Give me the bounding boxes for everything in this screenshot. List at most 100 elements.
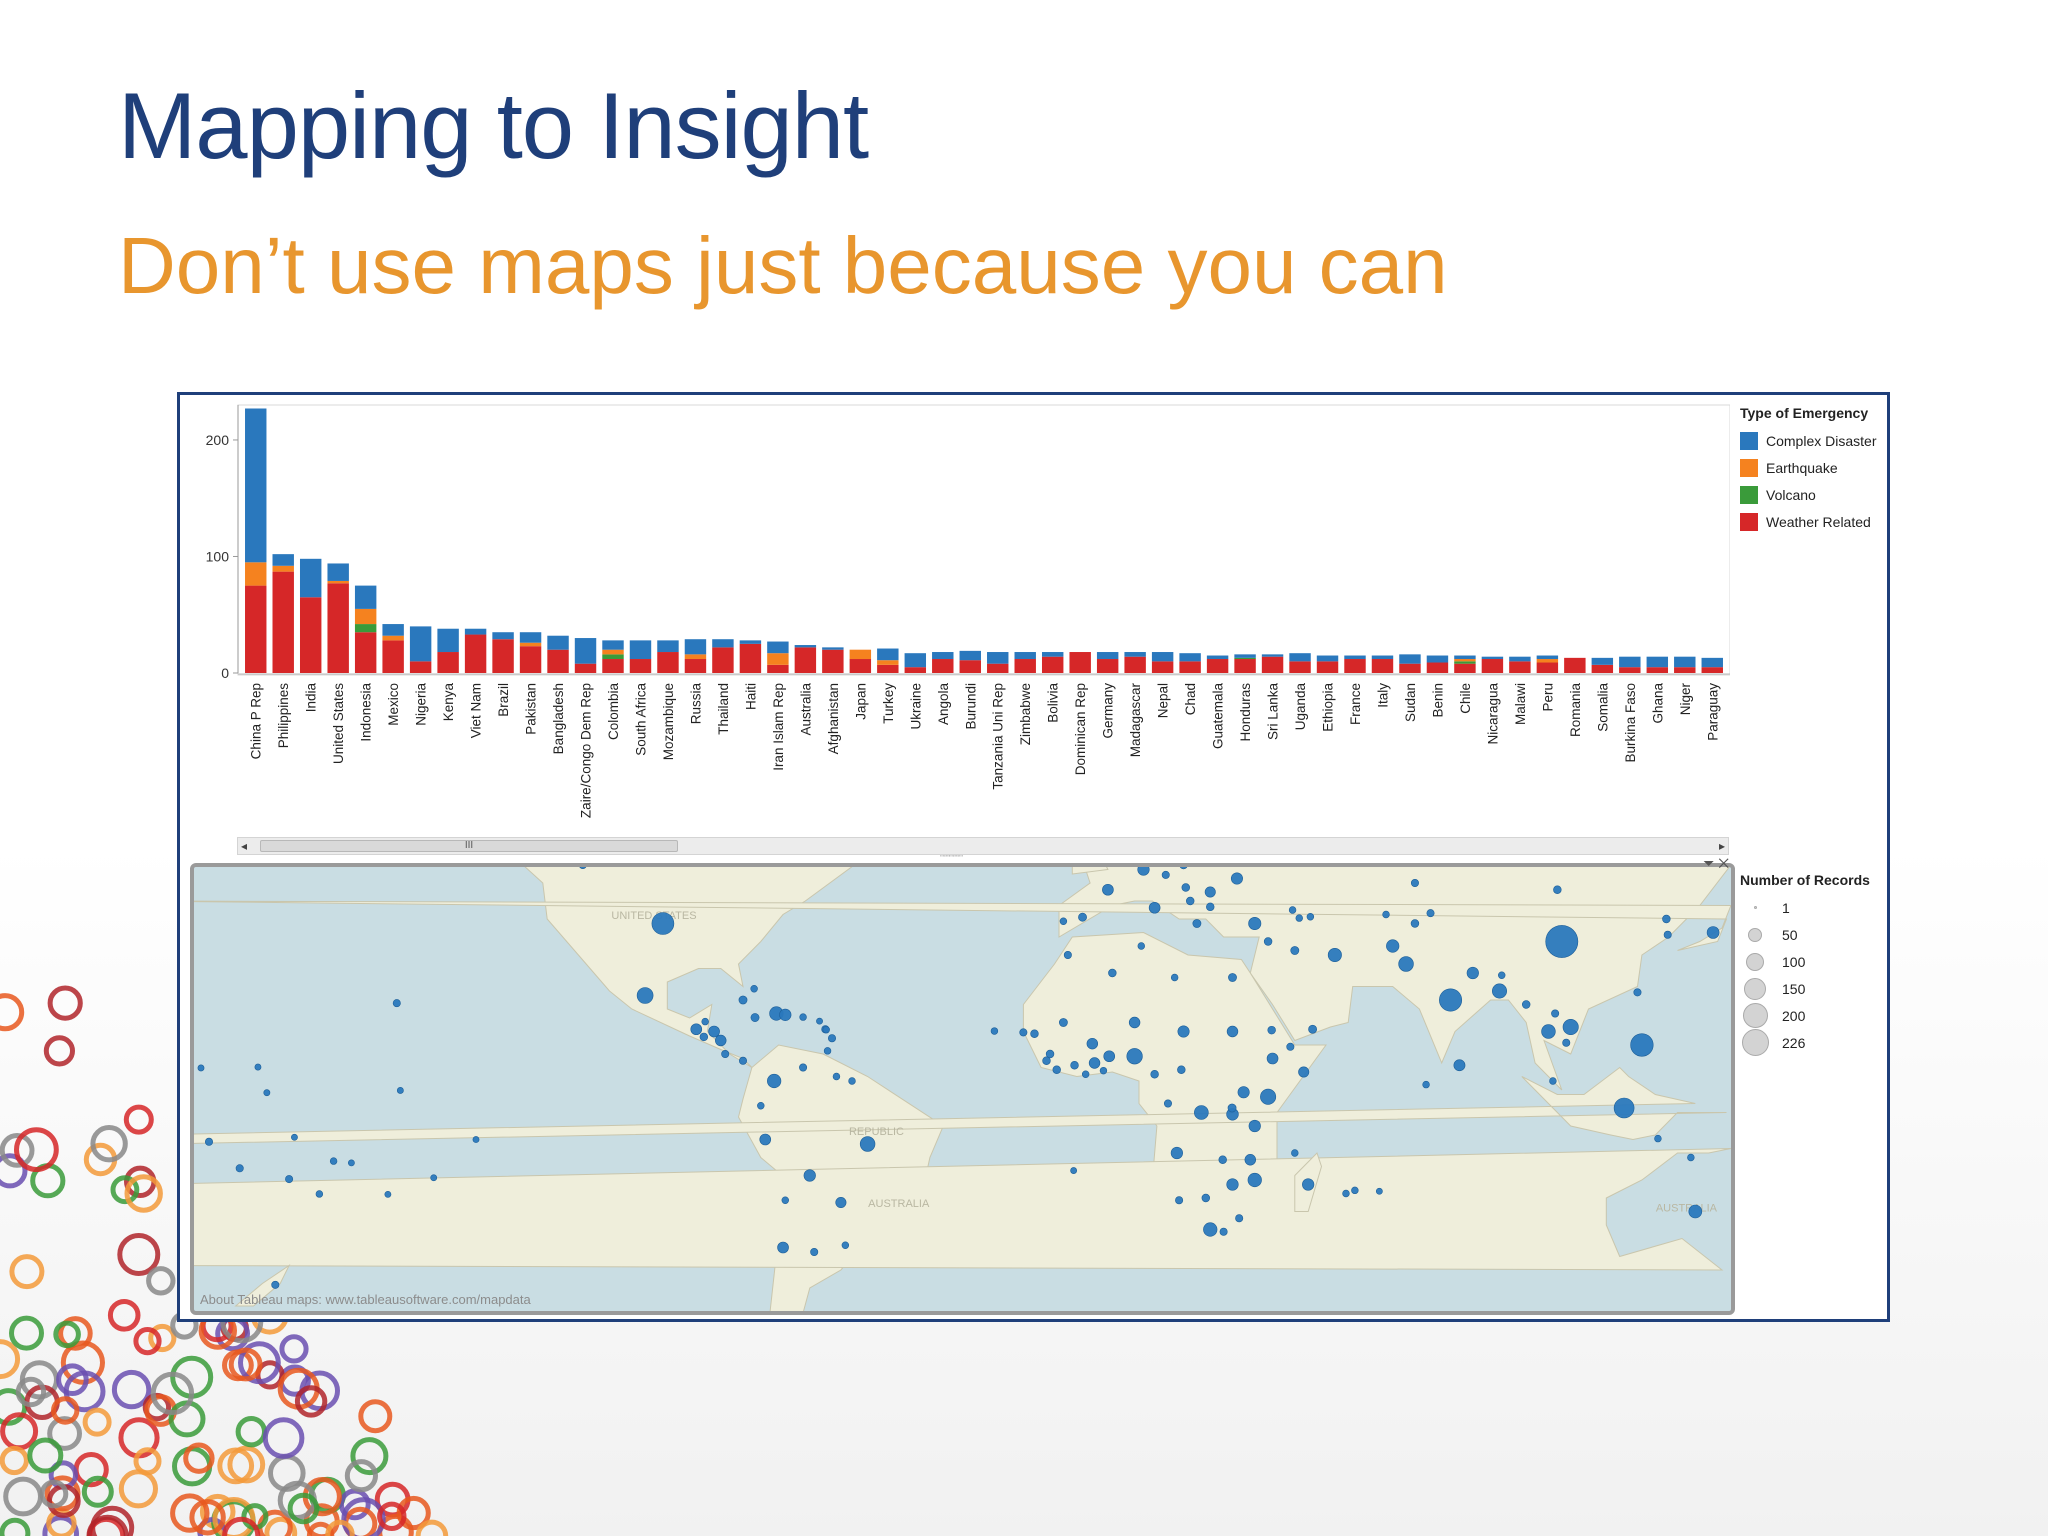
bar-segment-earthquake[interactable]: [684, 654, 707, 660]
close-icon[interactable]: ✕: [1718, 855, 1729, 871]
map-record-dot[interactable]: [1545, 925, 1579, 958]
bar-segment-earthquake[interactable]: [354, 608, 377, 625]
map-record-dot[interactable]: [759, 1133, 772, 1146]
map-record-dot[interactable]: [1161, 870, 1170, 879]
map-record-dot[interactable]: [1654, 1134, 1662, 1143]
map-record-dot[interactable]: [1181, 883, 1190, 892]
map-record-dot[interactable]: [1267, 1025, 1276, 1035]
map-record-dot[interactable]: [1042, 1056, 1051, 1065]
bar-segment-complex-disaster[interactable]: [519, 632, 542, 643]
bar-segment-weather-related[interactable]: [712, 647, 734, 673]
map-record-dot[interactable]: [347, 1159, 355, 1167]
bar-segment-weather-related[interactable]: [327, 583, 349, 673]
map-record-dot[interactable]: [750, 985, 758, 993]
bar-segment-weather-related[interactable]: [1371, 659, 1394, 673]
map-record-dot[interactable]: [1663, 930, 1672, 939]
legend-item-weather-related[interactable]: Weather Related: [1740, 508, 1890, 535]
bar-segment-weather-related[interactable]: [822, 649, 844, 673]
bar-segment-weather-related[interactable]: [1399, 663, 1421, 673]
legend-item-volcano[interactable]: Volcano: [1740, 481, 1890, 508]
map-record-dot[interactable]: [715, 1034, 727, 1047]
map-record-dot[interactable]: [708, 1025, 720, 1038]
map-record-dot[interactable]: [1204, 886, 1216, 898]
bar-segment-complex-disaster[interactable]: [574, 638, 597, 664]
map-record-dot[interactable]: [1290, 946, 1300, 955]
map-record-dot[interactable]: [1327, 948, 1342, 963]
map-record-dot[interactable]: [1633, 988, 1642, 997]
map-record-dot[interactable]: [859, 1136, 876, 1152]
map-record-dot[interactable]: [1070, 1167, 1078, 1174]
map-record-dot[interactable]: [1177, 1065, 1186, 1074]
map-record-dot[interactable]: [1170, 1146, 1183, 1160]
bar-segment-complex-disaster[interactable]: [382, 624, 404, 636]
bar-segment-weather-related[interactable]: [1619, 667, 1641, 673]
bar-segment-weather-related[interactable]: [1344, 659, 1366, 673]
bar-segment-earthquake[interactable]: [272, 565, 294, 572]
map-record-dot[interactable]: [1498, 971, 1506, 979]
map-record-dot[interactable]: [1063, 951, 1072, 960]
map-record-dot[interactable]: [1019, 1028, 1028, 1037]
bar-segment-weather-related[interactable]: [1261, 656, 1284, 673]
map-record-dot[interactable]: [636, 987, 654, 1004]
map-record-dot[interactable]: [1099, 1066, 1108, 1075]
bar-segment-complex-disaster[interactable]: [327, 563, 349, 581]
map-record-dot[interactable]: [1170, 973, 1179, 982]
bar-segment-complex-disaster[interactable]: [1371, 655, 1394, 660]
bar-segment-volcano[interactable]: [602, 654, 624, 660]
map-record-dot[interactable]: [1562, 1019, 1579, 1036]
map-record-dot[interactable]: [285, 1175, 294, 1184]
bar-segment-weather-related[interactable]: [1289, 661, 1311, 673]
bar-segment-complex-disaster[interactable]: [299, 558, 322, 598]
bar-segment-earthquake[interactable]: [849, 649, 872, 660]
bar-segment-complex-disaster[interactable]: [1344, 655, 1366, 660]
map-record-dot[interactable]: [235, 1164, 244, 1173]
bar-segment-complex-disaster[interactable]: [657, 640, 679, 653]
bar-segment-complex-disaster[interactable]: [822, 647, 844, 650]
map-record-dot[interactable]: [1088, 1057, 1101, 1069]
bar-segment-earthquake[interactable]: [602, 649, 624, 655]
bar-segment-weather-related[interactable]: [602, 659, 624, 673]
bar-segment-weather-related[interactable]: [547, 649, 569, 673]
bar-segment-complex-disaster[interactable]: [354, 585, 377, 609]
map-record-dot[interactable]: [1630, 1033, 1654, 1057]
map-record-dot[interactable]: [1687, 1153, 1695, 1162]
bar-segment-weather-related[interactable]: [409, 661, 432, 673]
map-record-dot[interactable]: [1137, 942, 1145, 950]
map-record-dot[interactable]: [1351, 1186, 1359, 1195]
map-record-dot[interactable]: [1266, 1052, 1279, 1065]
bar-segment-complex-disaster[interactable]: [712, 639, 734, 648]
map-record-dot[interactable]: [396, 1087, 404, 1094]
bar-segment-weather-related[interactable]: [272, 571, 294, 673]
map-record-dot[interactable]: [384, 1190, 392, 1198]
bar-segment-complex-disaster[interactable]: [767, 641, 789, 654]
map-record-dot[interactable]: [1194, 1105, 1209, 1120]
map-record-dot[interactable]: [1247, 1172, 1262, 1188]
bar-segment-complex-disaster[interactable]: [1014, 652, 1036, 660]
map-record-dot[interactable]: [1059, 1018, 1068, 1027]
bar-segment-complex-disaster[interactable]: [794, 645, 817, 648]
bar-segment-complex-disaster[interactable]: [1124, 652, 1146, 657]
bar-segment-weather-related[interactable]: [794, 647, 817, 673]
map-record-dot[interactable]: [1126, 1048, 1143, 1065]
bar-segment-complex-disaster[interactable]: [602, 640, 624, 650]
bar-segment-complex-disaster[interactable]: [1701, 657, 1723, 668]
map-record-dot[interactable]: [1422, 1080, 1430, 1089]
bar-segment-earthquake[interactable]: [1536, 659, 1559, 663]
map-record-dot[interactable]: [1128, 1016, 1141, 1029]
map-record-dot[interactable]: [750, 1013, 760, 1022]
map-record-dot[interactable]: [1382, 910, 1390, 919]
map-record-dot[interactable]: [291, 1133, 298, 1141]
bar-segment-weather-related[interactable]: [1096, 659, 1119, 673]
bar-segment-earthquake[interactable]: [327, 580, 349, 584]
map-record-dot[interactable]: [1248, 916, 1262, 930]
bar-segment-complex-disaster[interactable]: [1096, 652, 1119, 660]
bar-segment-weather-related[interactable]: [959, 660, 981, 673]
map-record-dot[interactable]: [1219, 1227, 1228, 1236]
bar-segment-weather-related[interactable]: [1591, 664, 1614, 673]
map-record-dot[interactable]: [263, 1089, 271, 1097]
map-record-dot[interactable]: [1248, 1119, 1261, 1133]
map-record-dot[interactable]: [690, 1023, 703, 1036]
map-record-dot[interactable]: [1549, 1077, 1557, 1085]
bar-segment-complex-disaster[interactable]: [877, 648, 899, 661]
map-record-dot[interactable]: [1081, 1070, 1090, 1078]
